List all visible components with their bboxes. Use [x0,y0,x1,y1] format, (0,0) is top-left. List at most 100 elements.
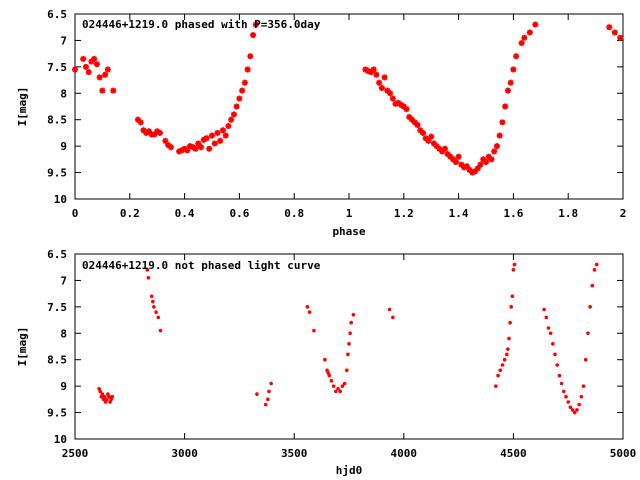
data-point [195,140,202,147]
data-point [562,389,566,394]
data-point [414,122,421,128]
plot-frame [74,13,624,200]
data-point [373,71,380,78]
data-point [510,294,515,299]
x-tick-label: 2500 [62,447,89,460]
data-point [107,394,111,399]
x-axis-label: phase [332,225,365,238]
data-point [389,95,396,102]
unphased-light-curve-panel: 2500 3000 3500 4000 4500 5000 6.5 7 7.5 8 8.5 9 9.5 1… [16,248,636,477]
data-point [512,262,517,267]
y-tick-label: 7.5 [47,301,67,314]
phased-light-curve-panel: 0 0.2 0.4 0.6 0.8 1 1.2 1.4 1.6 1.8 2 6.5 7 7.5 8 8.5 9 9… [16,8,626,238]
data-point [85,69,92,76]
x-tick-label: 1.8 [558,207,578,220]
x-tick-label: 3500 [281,447,308,460]
data-point [225,123,232,130]
data-point [510,66,517,73]
data-point [184,147,191,154]
y-tick-label: 8 [60,87,67,100]
x-tick-label: 4000 [391,447,418,460]
data-point [387,307,392,312]
plot-frame [74,253,624,440]
data-point [500,363,505,367]
data-point [348,331,352,336]
data-point [100,392,105,396]
data-point [72,66,78,73]
data-point [239,87,246,94]
data-point [110,394,115,399]
data-point [526,29,533,36]
data-point [338,389,343,394]
data-point [521,34,528,41]
data-point [263,402,268,407]
data-point [102,71,109,78]
data-point [214,129,221,136]
y-tick-label: 9.5 [47,407,67,420]
data-point [518,40,525,47]
data-point [509,305,514,309]
data-point [152,305,156,309]
x-tick-label: 1 [346,207,353,220]
data-point [156,315,161,320]
x-tick-label: 0.4 [175,207,195,220]
data-point [403,106,410,113]
data-point [508,320,512,325]
data-point [345,368,349,373]
data-point [334,389,338,394]
data-point [606,24,613,31]
y-tick-label: 10 [54,193,67,206]
data-point [586,331,590,336]
data-point [588,305,592,309]
data-point [502,103,509,110]
data-point [496,132,503,139]
data-point [312,328,316,333]
data-point [82,63,89,70]
data-point [559,381,564,386]
data-point [158,328,163,333]
x-tick-label: 1.6 [503,207,523,220]
data-point [566,400,570,404]
data-point [463,163,470,170]
data-point [504,87,511,94]
y-tick-label: 8.5 [47,114,67,127]
data-point [104,397,109,402]
data-point [505,352,509,357]
data-point [156,129,163,136]
data-point [498,368,503,373]
data-point [555,363,560,367]
y-axis-label: I[mag] [16,327,29,367]
data-point [222,132,229,139]
data-point [441,145,448,152]
data-point [93,61,100,68]
data-point [594,262,599,267]
data-point [307,310,312,314]
x-tick-label: 0.8 [284,207,304,220]
data-point [252,21,259,28]
data-point [611,29,618,36]
data-point [241,79,248,86]
data-point [391,315,395,320]
y-tick-label: 6.5 [47,8,67,21]
data-point [551,342,555,346]
data-point [217,137,224,144]
data-point [553,352,557,357]
y-tick-label: 8.5 [47,354,67,367]
data-point [376,79,383,86]
data-point [568,405,573,410]
data-point [572,410,577,415]
data-point [233,103,240,110]
data-point [151,299,155,304]
data-point [192,145,199,152]
data-point [244,66,251,73]
data-point [230,111,237,118]
data-point [162,137,169,144]
data-point [211,140,218,147]
y-tick-label: 10 [54,433,67,446]
y-tick-label: 7 [60,34,67,47]
data-point [305,305,310,309]
data-point [347,342,351,346]
x-tick-label: 2 [620,207,627,220]
data-point [80,55,87,62]
